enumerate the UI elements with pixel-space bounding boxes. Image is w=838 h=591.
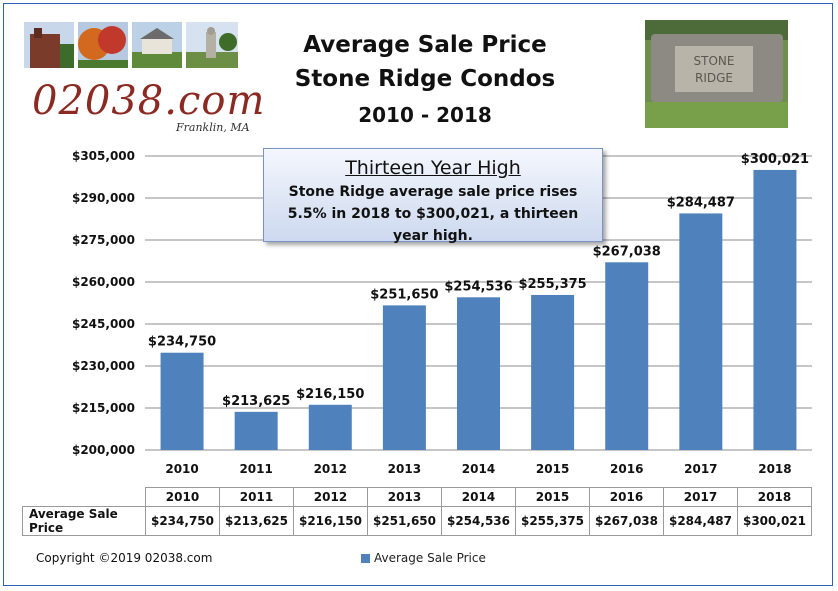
bar	[234, 411, 278, 450]
data-table-value-cell: $213,625	[219, 506, 294, 536]
bar	[605, 262, 649, 450]
bar-value-label: $300,021	[741, 152, 809, 167]
site-logo-subtitle: Franklin, MA	[176, 121, 250, 134]
bar-value-label: $216,150	[296, 387, 364, 402]
y-axis: $200,000 $215,000 $230,000 $245,000 $260,000…	[72, 149, 135, 457]
chart-legend: Average Sale Price	[361, 551, 486, 565]
photo-autumn-trees	[78, 22, 128, 68]
y-tick-label: $200,000	[72, 443, 135, 457]
photo-historic-building	[24, 22, 74, 68]
data-table-year-cell: 2011	[219, 487, 294, 507]
y-tick-label: $230,000	[72, 359, 135, 373]
x-tick-label: 2013	[388, 462, 421, 476]
bar-value-label: $213,625	[222, 394, 290, 409]
photo-town-house	[132, 22, 182, 68]
callout-box: Thirteen Year High Stone Ridge average s…	[263, 148, 603, 244]
chart-title: Average Sale Price Stone Ridge Condos 20…	[260, 28, 590, 130]
y-tick-label: $275,000	[72, 233, 135, 247]
bar	[531, 294, 575, 450]
data-table-value-cell: $267,038	[589, 506, 664, 536]
photo-monument	[186, 22, 238, 68]
data-table-value-cell: $255,375	[515, 506, 590, 536]
data-table-row-label: Average Sale Price	[22, 506, 146, 536]
data-table-year-cell: 2013	[367, 487, 442, 507]
x-axis: 2010 2011 2012 2013 2014 2015 2016 2017 2018	[165, 462, 791, 476]
data-table-year-cell: 2012	[293, 487, 368, 507]
data-table-header-row: 2010 2011 2012 2013 2014 2015 2016 2017 2018	[23, 487, 812, 507]
bar-value-label: $254,536	[444, 279, 512, 294]
data-table-value-cell: $234,750	[145, 506, 220, 536]
data-table-year-cell: 2016	[589, 487, 664, 507]
stone-ridge-sign-photo: STONE RIDGE	[645, 20, 788, 128]
x-tick-label: 2011	[239, 462, 272, 476]
bar-value-label: $267,038	[593, 244, 661, 259]
legend-swatch	[361, 553, 370, 563]
title-line-1: Average Sale Price	[303, 32, 547, 58]
data-table-year-cell: 2015	[515, 487, 590, 507]
bar	[382, 305, 426, 450]
bar	[679, 213, 723, 450]
sign-text-line-2: RIDGE	[695, 71, 733, 85]
bar	[308, 404, 352, 450]
town-photo-strip	[24, 22, 238, 68]
bar	[753, 169, 797, 450]
y-tick-label: $290,000	[72, 191, 135, 205]
y-tick-label: $305,000	[72, 149, 135, 163]
x-tick-label: 2015	[536, 462, 569, 476]
chart-bars	[160, 169, 797, 450]
data-table-value-cell: $251,650	[367, 506, 442, 536]
title-line-3: 2010 - 2018	[358, 103, 492, 127]
y-tick-label: $260,000	[72, 275, 135, 289]
y-tick-label: $215,000	[72, 401, 135, 415]
data-table-value-cell: $216,150	[293, 506, 368, 536]
data-table-value-cell: $300,021	[737, 506, 812, 536]
x-tick-label: 2010	[165, 462, 198, 476]
data-table-value-cell: $284,487	[663, 506, 738, 536]
town-photos	[24, 22, 238, 68]
bar	[160, 352, 204, 450]
x-tick-label: 2018	[758, 462, 791, 476]
data-table-value-row: Average Sale Price $234,750 $213,625 $216,…	[22, 506, 812, 536]
data-table-year-cell: 2014	[441, 487, 516, 507]
callout-heading: Thirteen Year High	[345, 157, 521, 179]
x-tick-label: 2016	[610, 462, 643, 476]
data-table: 2010 2011 2012 2013 2014 2015 2016 2017 2018 Ave…	[22, 487, 812, 536]
data-table-year-cell: 2017	[663, 487, 738, 507]
sign-text-line-1: STONE	[694, 54, 735, 68]
data-table-year-cell: 2018	[737, 487, 812, 507]
title-line-2: Stone Ridge Condos	[294, 66, 556, 92]
data-table-corner	[23, 488, 146, 507]
legend-label: Average Sale Price	[374, 551, 486, 565]
x-tick-label: 2012	[314, 462, 347, 476]
bar-value-labels: $234,750 $213,625 $216,150 $251,650 $254,536…	[148, 152, 809, 409]
site-logo: 02038.com	[32, 78, 266, 124]
copyright-text: Copyright ©2019 02038.com	[36, 551, 213, 565]
data-table-value-cell: $254,536	[441, 506, 516, 536]
callout-body: Stone Ridge average sale price rises 5.5…	[287, 184, 579, 244]
bar-value-label: $251,650	[370, 287, 438, 302]
x-tick-label: 2017	[684, 462, 717, 476]
x-tick-label: 2014	[462, 462, 495, 476]
bar-value-label: $234,750	[148, 335, 216, 350]
data-table-year-cell: 2010	[145, 487, 220, 507]
bar	[457, 297, 500, 450]
bar-value-label: $255,375	[518, 277, 586, 292]
bar-value-label: $284,487	[667, 195, 735, 210]
y-tick-label: $245,000	[72, 317, 135, 331]
stone-sign-image: STONE RIDGE	[645, 20, 788, 128]
